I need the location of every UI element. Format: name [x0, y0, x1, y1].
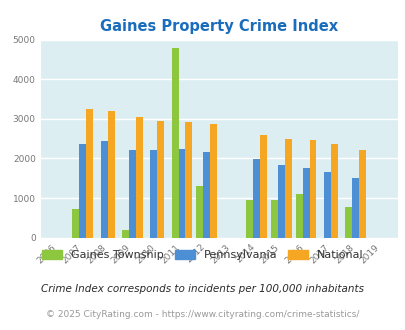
Bar: [210, 124, 217, 238]
Bar: [302, 168, 309, 238]
Bar: [330, 144, 337, 238]
Bar: [270, 200, 277, 238]
Bar: [86, 109, 93, 238]
Bar: [203, 152, 210, 238]
Bar: [245, 200, 252, 238]
Bar: [178, 149, 185, 238]
Bar: [277, 165, 284, 238]
Bar: [295, 194, 302, 238]
Bar: [100, 141, 107, 238]
Bar: [185, 122, 192, 238]
Bar: [107, 111, 114, 238]
Text: Crime Index corresponds to incidents per 100,000 inhabitants: Crime Index corresponds to incidents per…: [41, 284, 364, 294]
Bar: [252, 159, 259, 238]
Bar: [157, 121, 164, 238]
Bar: [122, 230, 129, 238]
Bar: [358, 150, 365, 238]
Bar: [150, 150, 157, 238]
Bar: [196, 186, 203, 238]
Bar: [171, 48, 178, 238]
Bar: [259, 135, 266, 238]
Bar: [129, 150, 136, 238]
Bar: [344, 207, 352, 238]
Bar: [284, 139, 291, 238]
Title: Gaines Property Crime Index: Gaines Property Crime Index: [100, 19, 337, 34]
Bar: [72, 209, 79, 238]
Legend: Gaines Township, Pennsylvania, National: Gaines Township, Pennsylvania, National: [38, 247, 367, 264]
Text: © 2025 CityRating.com - https://www.cityrating.com/crime-statistics/: © 2025 CityRating.com - https://www.city…: [46, 310, 359, 319]
Bar: [309, 140, 316, 238]
Bar: [352, 178, 358, 238]
Bar: [136, 117, 143, 238]
Bar: [323, 172, 330, 238]
Bar: [79, 144, 86, 238]
